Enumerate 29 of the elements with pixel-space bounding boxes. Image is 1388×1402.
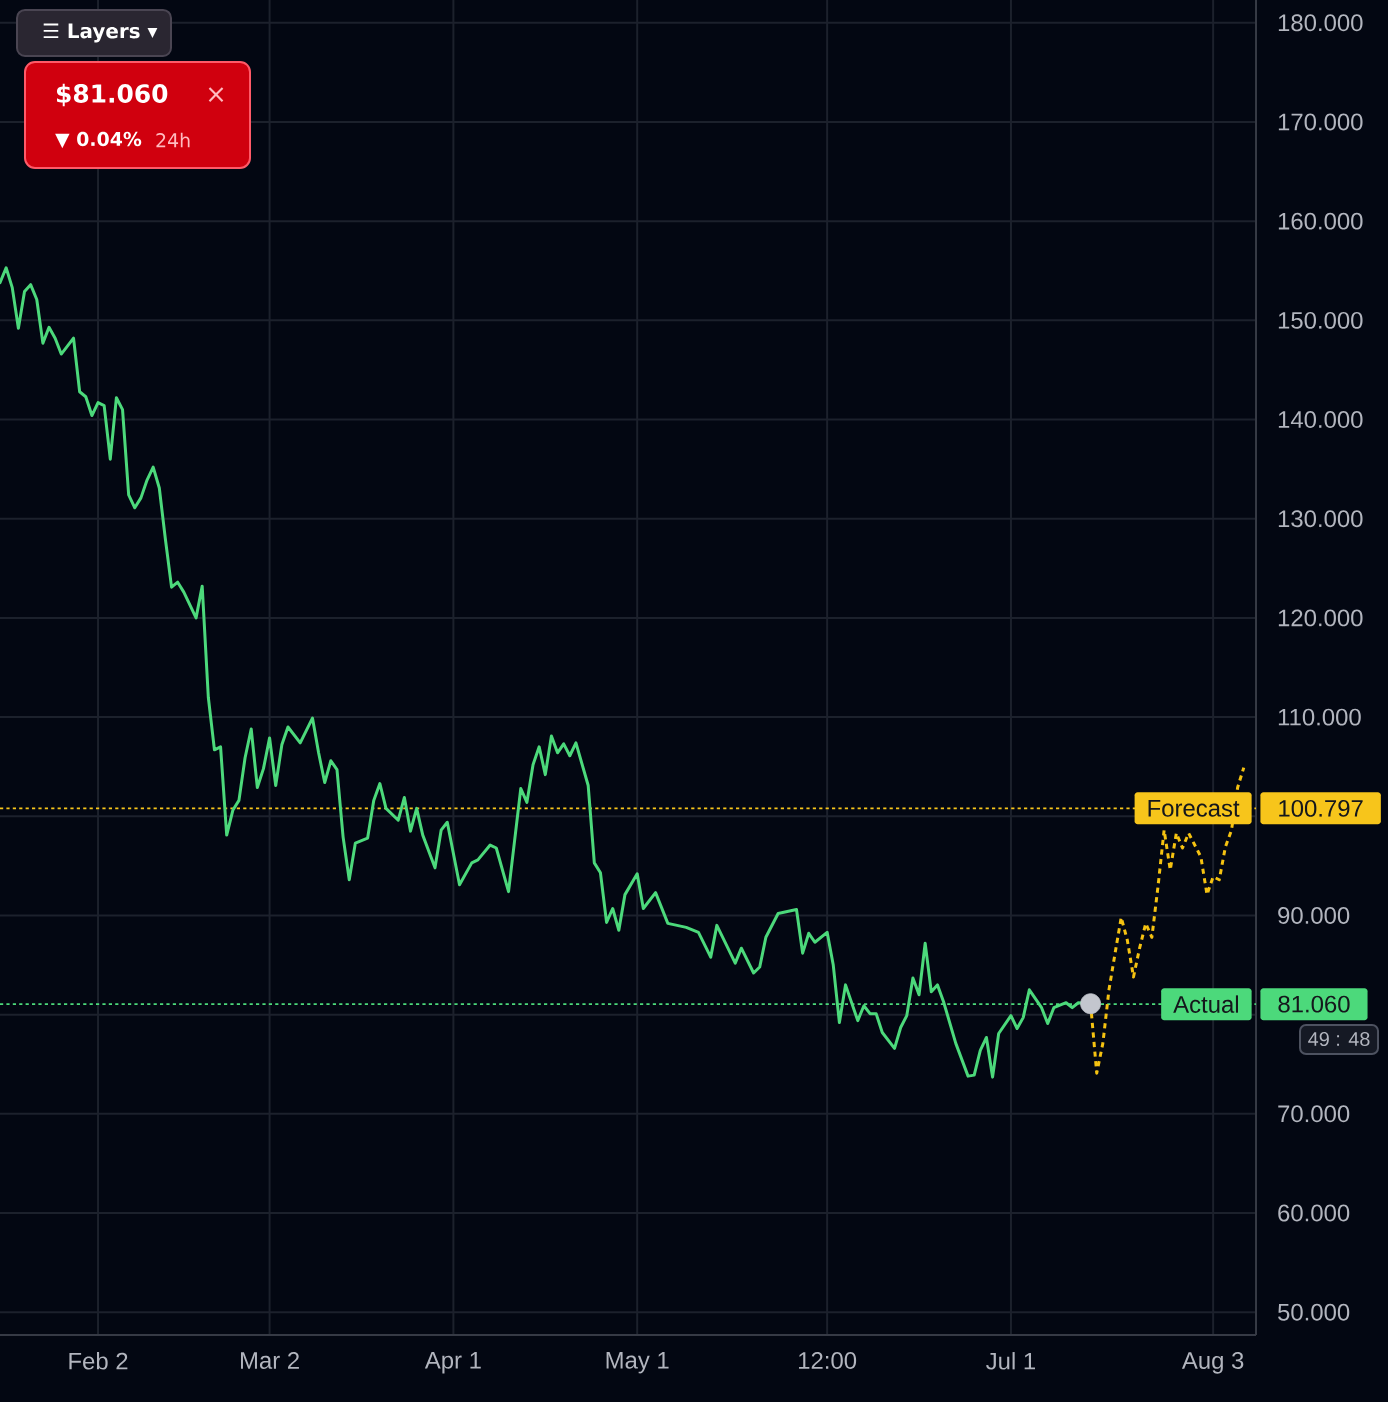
y-tick-label: 160.000: [1278, 212, 1363, 230]
y-tick-label: 60.000: [1278, 1204, 1350, 1222]
ref-line-label: Forecast: [1148, 800, 1240, 817]
text: 81.060: [1278, 995, 1350, 1013]
x-tick-label: Aug 3: [1181, 1352, 1244, 1374]
y-tick-label: 140.000: [1278, 411, 1363, 428]
x-tick-label: Feb 2: [69, 1352, 128, 1370]
y-tick-label: 90.000: [1278, 906, 1350, 924]
text: 49 : 48: [1308, 1031, 1370, 1047]
x-tick-label: 12:00: [799, 1352, 857, 1369]
text: 100.797: [1279, 799, 1363, 817]
annotation: ▼ 0.04%: [55, 131, 142, 149]
y-tick-label: 130.000: [1278, 510, 1363, 528]
y-tick-label: 180.000: [1278, 14, 1363, 32]
ref-line-label: Actual: [1173, 995, 1239, 1013]
y-tick-label: 120.000: [1278, 609, 1363, 627]
y-tick-label: 110.000: [1278, 708, 1361, 726]
x-tick-label: Mar 2: [240, 1352, 299, 1369]
y-tick-label: 70.000: [1278, 1105, 1350, 1123]
y-tick-label: 150.000: [1278, 311, 1363, 329]
x-tick-label: May 1: [606, 1352, 669, 1374]
annotation: ☰ Layers ▾: [43, 23, 158, 43]
annotation: 24h: [156, 132, 190, 148]
x-tick-label: Jul 1: [986, 1352, 1035, 1370]
x-tick-label: Apr 1: [424, 1352, 481, 1374]
y-tick-label: 170.000: [1278, 113, 1363, 131]
annotation: ×: [208, 87, 224, 102]
y-tick-label: 50.000: [1278, 1303, 1350, 1321]
annotation: $81.060: [56, 83, 168, 107]
